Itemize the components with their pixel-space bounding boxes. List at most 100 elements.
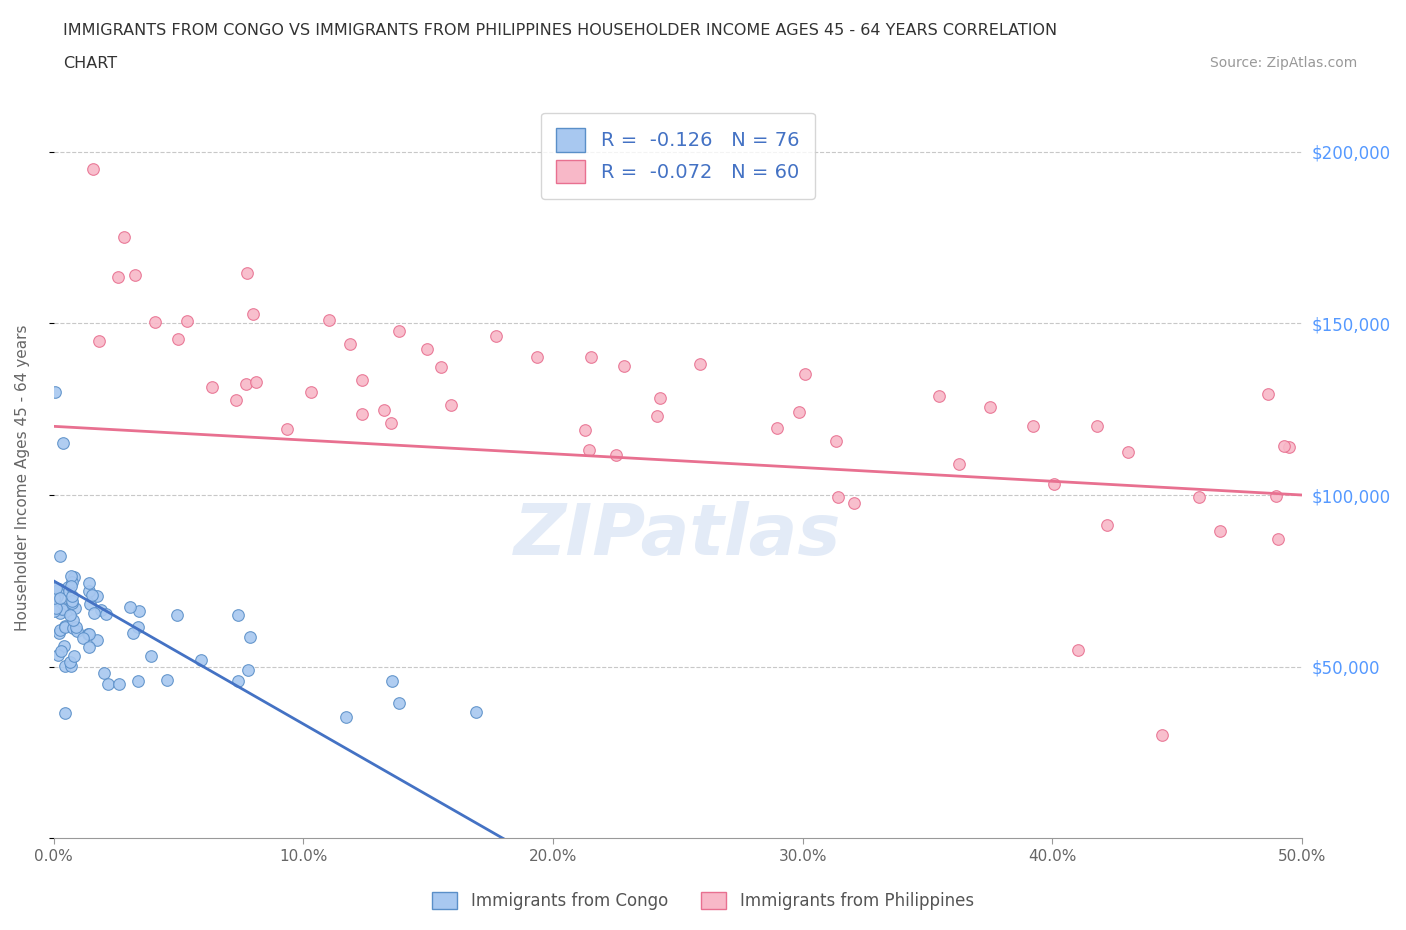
Point <box>56 579 79 594</box>
Point <box>226 607 249 622</box>
Point <box>86 633 108 648</box>
Point <box>49 549 72 564</box>
Point <box>765 421 787 436</box>
Point <box>48 626 70 641</box>
Legend: R =  -0.126   N = 76, R =  -0.072   N = 60: R = -0.126 N = 76, R = -0.072 N = 60 <box>541 113 815 199</box>
Point <box>77 627 100 642</box>
Point <box>77 583 100 598</box>
Y-axis label: Householder Income Ages 45 - 64 years: Householder Income Ages 45 - 64 years <box>15 325 30 631</box>
Point <box>112 230 135 245</box>
Point <box>155 672 177 687</box>
Point <box>79 597 101 612</box>
Point <box>96 606 118 621</box>
Point <box>58 607 80 622</box>
Point <box>844 496 866 511</box>
Point <box>485 328 508 343</box>
Point <box>236 266 259 281</box>
Point <box>65 601 87 616</box>
Point <box>1257 387 1279 402</box>
Point <box>62 620 84 635</box>
Point <box>108 676 131 691</box>
Point <box>46 589 69 604</box>
Point <box>122 625 145 640</box>
Point <box>63 648 86 663</box>
Point <box>1278 440 1301 455</box>
Point <box>190 652 212 667</box>
Point <box>613 358 636 373</box>
Point <box>339 337 361 352</box>
Point <box>928 388 950 403</box>
Point <box>226 673 249 688</box>
Point <box>1043 477 1066 492</box>
Point <box>65 619 87 634</box>
Point <box>63 569 86 584</box>
Point <box>59 568 82 583</box>
Point <box>464 704 486 719</box>
Point <box>794 366 817 381</box>
Point <box>430 360 453 375</box>
Point <box>44 592 66 607</box>
Point <box>1264 488 1286 503</box>
Point <box>60 588 83 603</box>
Point <box>118 600 141 615</box>
Text: IMMIGRANTS FROM CONGO VS IMMIGRANTS FROM PHILIPPINES HOUSEHOLDER INCOME AGES 45 : IMMIGRANTS FROM CONGO VS IMMIGRANTS FROM… <box>63 23 1057 38</box>
Point <box>299 385 322 400</box>
Point <box>93 665 115 680</box>
Point <box>578 443 600 458</box>
Point <box>127 673 149 688</box>
Point <box>440 398 463 413</box>
Point <box>948 457 970 472</box>
Point <box>1188 489 1211 504</box>
Point <box>787 405 810 419</box>
Point <box>48 582 70 597</box>
Point <box>143 314 166 329</box>
Point <box>62 613 84 628</box>
Point <box>581 350 603 365</box>
Point <box>55 604 77 618</box>
Point <box>645 408 668 423</box>
Text: Source: ZipAtlas.com: Source: ZipAtlas.com <box>1209 56 1357 70</box>
Point <box>80 588 103 603</box>
Point <box>59 655 82 670</box>
Point <box>605 447 627 462</box>
Point <box>824 434 846 449</box>
Point <box>1150 728 1173 743</box>
Point <box>49 606 72 621</box>
Point <box>127 619 149 634</box>
Point <box>388 324 411 339</box>
Point <box>201 379 224 394</box>
Point <box>76 626 98 641</box>
Point <box>77 575 100 590</box>
Point <box>59 658 82 673</box>
Point <box>242 306 264 321</box>
Point <box>1209 524 1232 538</box>
Point <box>45 601 67 616</box>
Point <box>83 605 105 620</box>
Point <box>526 350 548 365</box>
Point <box>239 630 262 644</box>
Point <box>166 331 188 346</box>
Point <box>276 421 298 436</box>
Point <box>52 639 75 654</box>
Point <box>97 676 120 691</box>
Text: CHART: CHART <box>63 56 117 71</box>
Text: ZIPatlas: ZIPatlas <box>515 501 842 570</box>
Point <box>1272 438 1295 453</box>
Point <box>65 623 87 638</box>
Point <box>46 589 69 604</box>
Point <box>350 406 373 421</box>
Point <box>59 578 82 593</box>
Point <box>176 313 198 328</box>
Point <box>60 595 83 610</box>
Point <box>166 607 188 622</box>
Point <box>648 391 671 405</box>
Point <box>1116 445 1139 459</box>
Point <box>373 403 395 418</box>
Point <box>979 399 1001 414</box>
Point <box>318 313 340 328</box>
Point <box>689 357 711 372</box>
Point <box>1022 418 1045 433</box>
Point <box>1085 418 1108 433</box>
Point <box>49 644 72 658</box>
Point <box>44 384 66 399</box>
